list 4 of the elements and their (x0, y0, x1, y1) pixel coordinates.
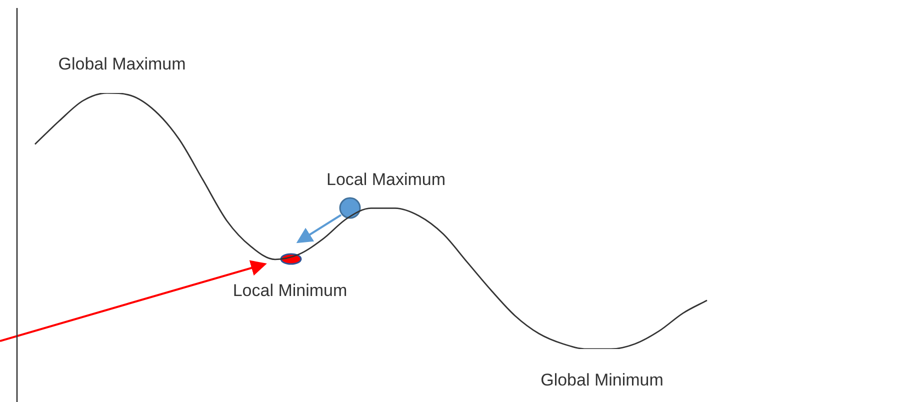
annotation: Local Maximum (326, 170, 446, 189)
annotation: Local Minimum (232, 281, 348, 300)
annotation: Global Maximum (58, 54, 186, 74)
annotation: Global Minimum (540, 370, 664, 390)
